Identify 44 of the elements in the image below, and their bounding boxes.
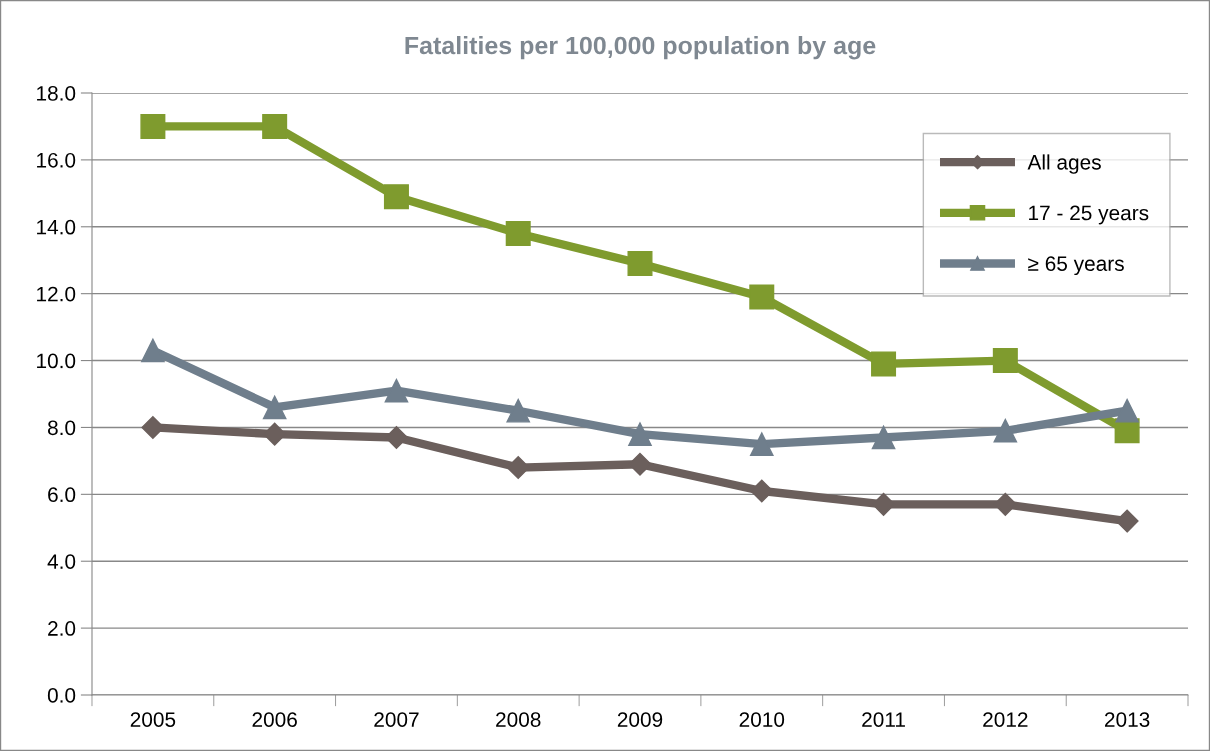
x-tick-label: 2007 (374, 712, 419, 727)
x-tick-label: 2011 (862, 712, 905, 727)
point (262, 395, 287, 420)
legend-label: ≥ 65 years (1028, 256, 1124, 276)
point (506, 398, 531, 423)
point (871, 351, 897, 377)
point (262, 113, 288, 139)
point (383, 184, 409, 210)
point (1115, 398, 1139, 423)
point (993, 418, 1018, 443)
x-tick-label: 2012 (983, 712, 1028, 727)
y-tick-label: 6.0 (48, 487, 76, 503)
x-tick-label: 2013 (1104, 712, 1150, 727)
legend-label: 17 - 25 years (1029, 205, 1149, 225)
chart-title: Fatalities per 100,000 population by age (405, 35, 876, 60)
x-tick-label: 2006 (252, 712, 297, 727)
point (871, 425, 896, 450)
y-tick-label: 18.0 (37, 86, 76, 101)
y-tick-label: 14.0 (37, 219, 76, 235)
point (749, 284, 775, 310)
point (140, 113, 166, 139)
point (628, 422, 652, 446)
y-tick-label: 2.0 (48, 621, 76, 636)
y-tick-label: 12.0 (37, 286, 76, 302)
y-tick-label: 16.0 (37, 152, 76, 168)
y-tick-label: 4.0 (47, 554, 76, 569)
point (627, 251, 653, 277)
point (628, 452, 652, 476)
x-tick-label: 2005 (130, 712, 176, 727)
point (505, 220, 531, 246)
x-tick-label: 2008 (496, 712, 541, 727)
y-tick-label: 10.0 (37, 353, 76, 369)
point (1115, 509, 1139, 533)
point (992, 348, 1018, 374)
point (749, 432, 774, 456)
x-tick-label: 2010 (739, 712, 785, 727)
point (384, 378, 409, 403)
point (750, 479, 774, 503)
point (141, 338, 165, 363)
point (506, 456, 530, 480)
legend-label: All ages (1027, 154, 1101, 174)
x-tick-label: 2009 (617, 712, 663, 727)
y-tick-label: 0.0 (47, 688, 76, 703)
y-tick-label: 8.0 (47, 420, 76, 436)
